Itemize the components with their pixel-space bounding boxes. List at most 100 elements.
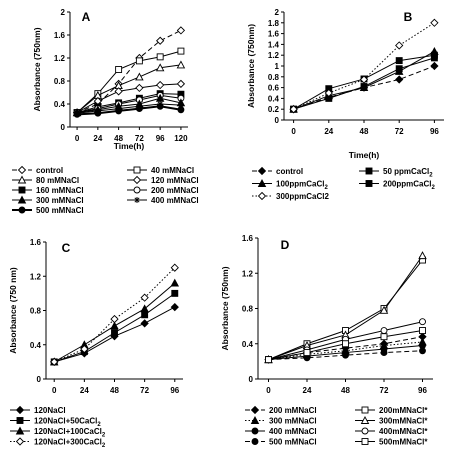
x-tick-label: 24 [303, 386, 312, 395]
series-line [76, 50, 182, 113]
legend-label: 100ppmCaCl2 [276, 180, 328, 192]
data-point [140, 304, 149, 313]
x-tick-label: 48 [341, 386, 350, 395]
y-tick-label: 1.6 [54, 31, 66, 40]
data-point [156, 36, 165, 45]
data-point [342, 340, 349, 348]
legend-item: 100ppmCaCl2 [252, 179, 328, 192]
x-axis-title: Time(h) [349, 150, 380, 160]
data-point [110, 321, 119, 330]
y-tick-label: 0 [61, 123, 66, 132]
data-point [360, 83, 368, 90]
data-point [342, 351, 349, 359]
series-line [77, 103, 181, 114]
legend-marker [361, 438, 369, 445]
x-tick-label: 48 [114, 134, 123, 143]
data-point [140, 293, 149, 302]
y-tick-label: 0.4 [268, 94, 280, 103]
y-tick-label: 0.4 [30, 341, 42, 350]
series-line [76, 94, 181, 114]
panel-b: 0 0.2 0.40.6 0.8 1 1.2 1.41.6 1.8 2 0 24 48 72 96 Abso… [246, 8, 444, 160]
data-point [110, 314, 119, 324]
panel-a: 0 0.4 0.8 1.2 1.6 2 0 24 48 72 96 120 Absorbance (75… [32, 8, 188, 151]
x-tick-label: 48 [110, 386, 119, 395]
x-tick-label: 24 [324, 127, 333, 136]
data-point [94, 109, 102, 117]
legend-label: 500 mMNaCl [36, 206, 84, 215]
data-point [135, 57, 143, 65]
legend-item: 200ppmCaCl2 [359, 180, 435, 191]
data-point [111, 329, 118, 337]
legend-label: 300 mMNaCl [36, 196, 84, 205]
data-point [156, 102, 164, 110]
panel-letter: C [62, 241, 71, 255]
y-tick-label: 0.4 [242, 340, 254, 349]
x-tick-label: 96 [418, 386, 427, 395]
data-point [176, 79, 186, 89]
x-tick-label: 48 [360, 127, 369, 136]
y-axis-title: Absorbance (750nm) [220, 266, 230, 350]
x-tick-label: 0 [291, 127, 296, 136]
y-tick-label: 1.6 [268, 30, 280, 39]
data-point [170, 302, 179, 312]
data-point [176, 60, 186, 69]
legend-item: control [12, 165, 63, 175]
legend-label: 40 mMNaCl [151, 166, 194, 175]
x-tick-label: 72 [135, 134, 144, 143]
series-line [268, 350, 423, 361]
data-point [177, 102, 184, 109]
legend-marker [257, 191, 267, 201]
data-point [419, 318, 426, 326]
legend-item: 400mMNaCl* [355, 427, 428, 436]
y-tick-label: 0.8 [54, 77, 66, 86]
x-tick-label: 72 [395, 127, 404, 136]
series-line [77, 97, 182, 114]
data-point [155, 63, 165, 72]
y-tick-label: 2 [275, 8, 280, 17]
data-point [324, 88, 333, 98]
y-tick-label: 0.4 [54, 100, 66, 109]
data-point [135, 72, 144, 81]
legend-label: 200mMNaCl* [379, 406, 428, 415]
legend-item: 300mMNaCl* [355, 416, 428, 426]
data-point [395, 41, 404, 50]
legend-marker [251, 438, 259, 445]
legend-item: 300 mMNaCl [245, 416, 317, 426]
legend-label: 400 mMNaCl [151, 196, 199, 205]
legend-marker [257, 179, 267, 187]
legend-item: 500 mMNaCl [12, 206, 84, 215]
x-tick-label: 96 [170, 386, 179, 395]
y-tick-label: 0 [249, 375, 254, 384]
legend-label: 120NaCl+100CaCl2 [34, 427, 106, 439]
y-tick-label: 1.2 [54, 54, 66, 63]
legend-marker [18, 206, 26, 214]
legend-item: 120NaCl [10, 405, 66, 415]
data-point [171, 289, 179, 297]
data-point [176, 26, 186, 35]
panel-letter: B [404, 10, 413, 24]
legend-label: 80 mMNaCl [36, 176, 79, 185]
y-axis-title: Absorbance (750nm) [32, 27, 42, 111]
data-point [289, 105, 298, 114]
x-tick-label: 72 [140, 386, 149, 395]
data-point [50, 357, 59, 367]
data-point [73, 110, 81, 118]
legend-marker [250, 416, 260, 424]
panel-letter: A [82, 10, 91, 24]
legend-label: 300mMNaCl* [379, 417, 428, 426]
legend-item: 300 mMNaCl [12, 195, 84, 205]
x-tick-label: 96 [156, 134, 165, 143]
y-tick-label: 1.6 [242, 234, 254, 243]
data-point [156, 53, 164, 61]
legend-marker [134, 197, 140, 203]
legend-label: 120NaCl+50CaCl2 [34, 417, 101, 429]
legend-item: 400 mMNaCl [127, 196, 199, 205]
y-tick-label: 1.4 [268, 40, 280, 49]
panel-d: 0 0.4 0.8 1.2 1.6 0 24 48 72 96 Absorbance (750nm)… [220, 234, 433, 395]
legend-marker [17, 195, 27, 204]
legend-label: control [276, 167, 303, 176]
legend-marker [365, 167, 373, 175]
y-tick-label: 1.2 [30, 272, 42, 281]
legend: control 40 mMNaCl 80 mMNaCl 120 mMNaCl 160 m… [12, 165, 199, 215]
data-point [380, 349, 388, 357]
